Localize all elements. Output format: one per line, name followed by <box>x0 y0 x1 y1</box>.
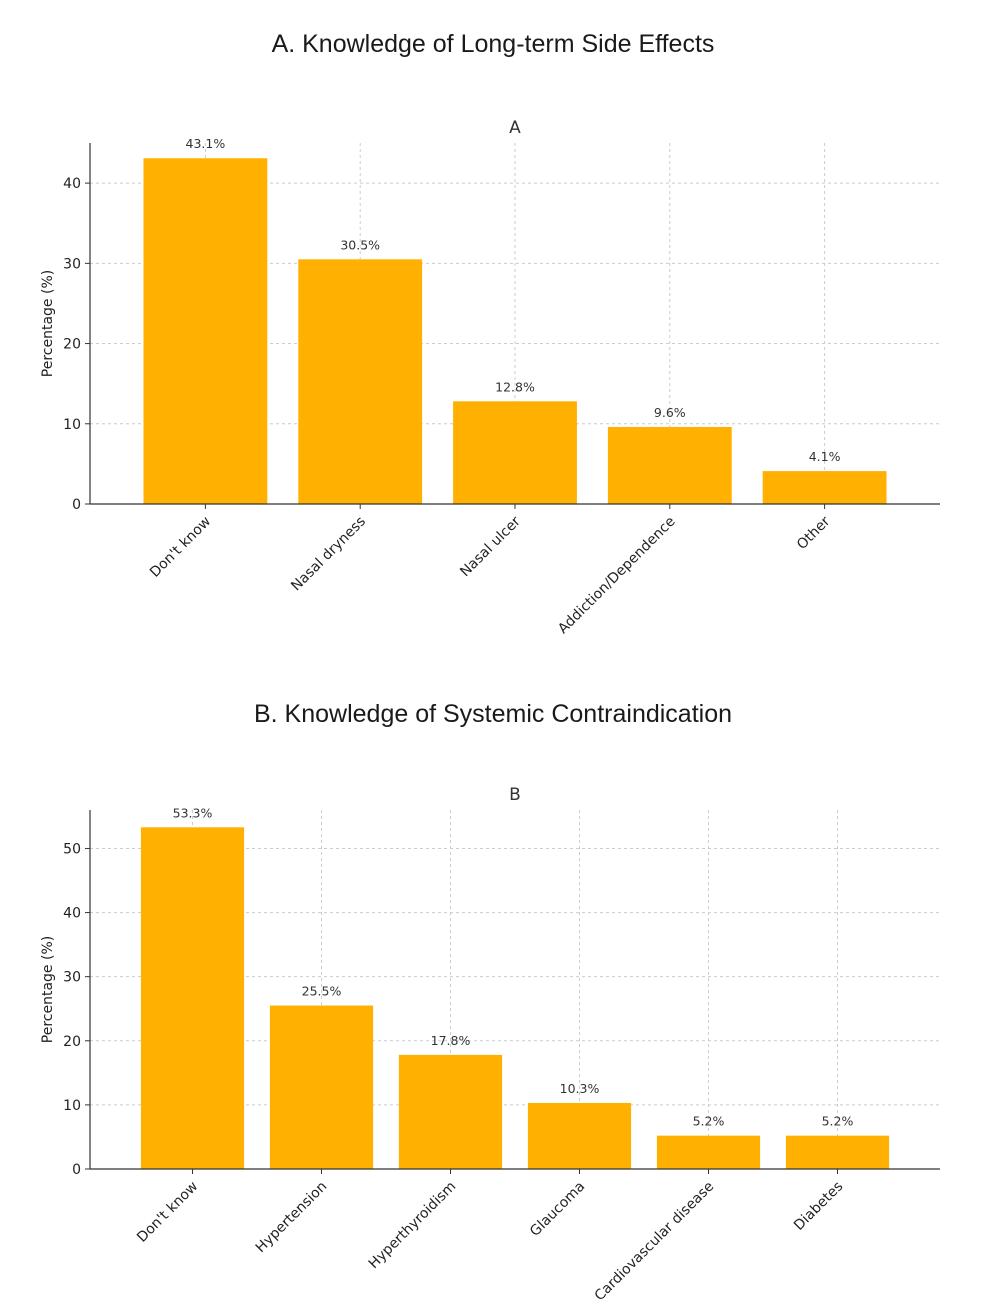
data-label: 4.1% <box>809 449 841 464</box>
bar-4 <box>607 426 732 504</box>
x-tick-label: Don't know <box>134 1179 201 1246</box>
data-label: 5.2% <box>693 1114 725 1129</box>
data-label: 25.5% <box>302 984 342 999</box>
data-label: 12.8% <box>495 379 535 394</box>
data-label: 10.3% <box>560 1081 600 1096</box>
y-tick-label: 40 <box>63 906 81 922</box>
x-tick-label: Other <box>794 513 834 553</box>
x-tick-label: Nasal ulcer <box>457 513 524 580</box>
y-tick-label: 30 <box>63 970 81 986</box>
bar-2 <box>269 1005 374 1169</box>
y-tick-label: 10 <box>63 417 81 433</box>
x-tick-label: Addiction/Dependence <box>555 514 679 638</box>
bar-1 <box>143 158 268 504</box>
x-tick-label: Glaucoma <box>527 1179 588 1240</box>
y-tick-label: 0 <box>72 1162 81 1178</box>
bar-2 <box>298 259 423 504</box>
data-label: 9.6% <box>654 405 686 420</box>
plot-title: A <box>509 118 521 138</box>
y-axis-title: Percentage (%) <box>40 270 56 377</box>
x-tick-label: Don't know <box>147 514 214 581</box>
chart-a: 43.1% 30.5% 12.8% 9.6% 4.1% 0 10 20 30 40 Don't kn… <box>40 118 940 638</box>
y-tick-label: 20 <box>63 337 81 353</box>
y-tick-label: 50 <box>63 841 81 857</box>
data-label: 17.8% <box>431 1033 471 1048</box>
panel-b-heading: B. Knowledge of Systemic Contraindicatio… <box>253 700 733 728</box>
data-label: 30.5% <box>340 237 380 252</box>
bar-1 <box>140 827 245 1169</box>
y-tick-label: 20 <box>63 1034 81 1050</box>
panel-a-heading: A. Knowledge of Long-term Side Effects <box>271 30 715 58</box>
bar-5 <box>762 471 887 504</box>
x-tick-label: Cardiovascular disease <box>592 1179 718 1305</box>
bar-5 <box>656 1135 761 1169</box>
bar-3 <box>398 1054 503 1169</box>
data-label: 43.1% <box>186 136 226 151</box>
data-label: 5.2% <box>822 1114 854 1129</box>
bar-4 <box>527 1102 632 1169</box>
y-tick-label: 30 <box>63 256 81 272</box>
y-tick-label: 0 <box>72 497 81 513</box>
x-tick-label: Hyperthyroidism <box>366 1179 460 1273</box>
x-tick-label: Diabetes <box>791 1179 846 1234</box>
plot-title: B <box>509 785 521 805</box>
y-axis-title: Percentage (%) <box>40 936 56 1043</box>
x-tick-label: Nasal dryness <box>288 514 369 595</box>
x-tick-label: Hypertension <box>253 1179 331 1257</box>
chart-b: 53.3% 25.5% 17.8% 10.3% 5.2% 5.2% 0 10 20 30 40 50 D… <box>40 785 940 1305</box>
y-tick-label: 40 <box>63 176 81 192</box>
y-tick-label: 10 <box>63 1098 81 1114</box>
data-label: 53.3% <box>173 805 213 820</box>
bar-3 <box>453 401 577 504</box>
bar-6 <box>785 1135 890 1169</box>
